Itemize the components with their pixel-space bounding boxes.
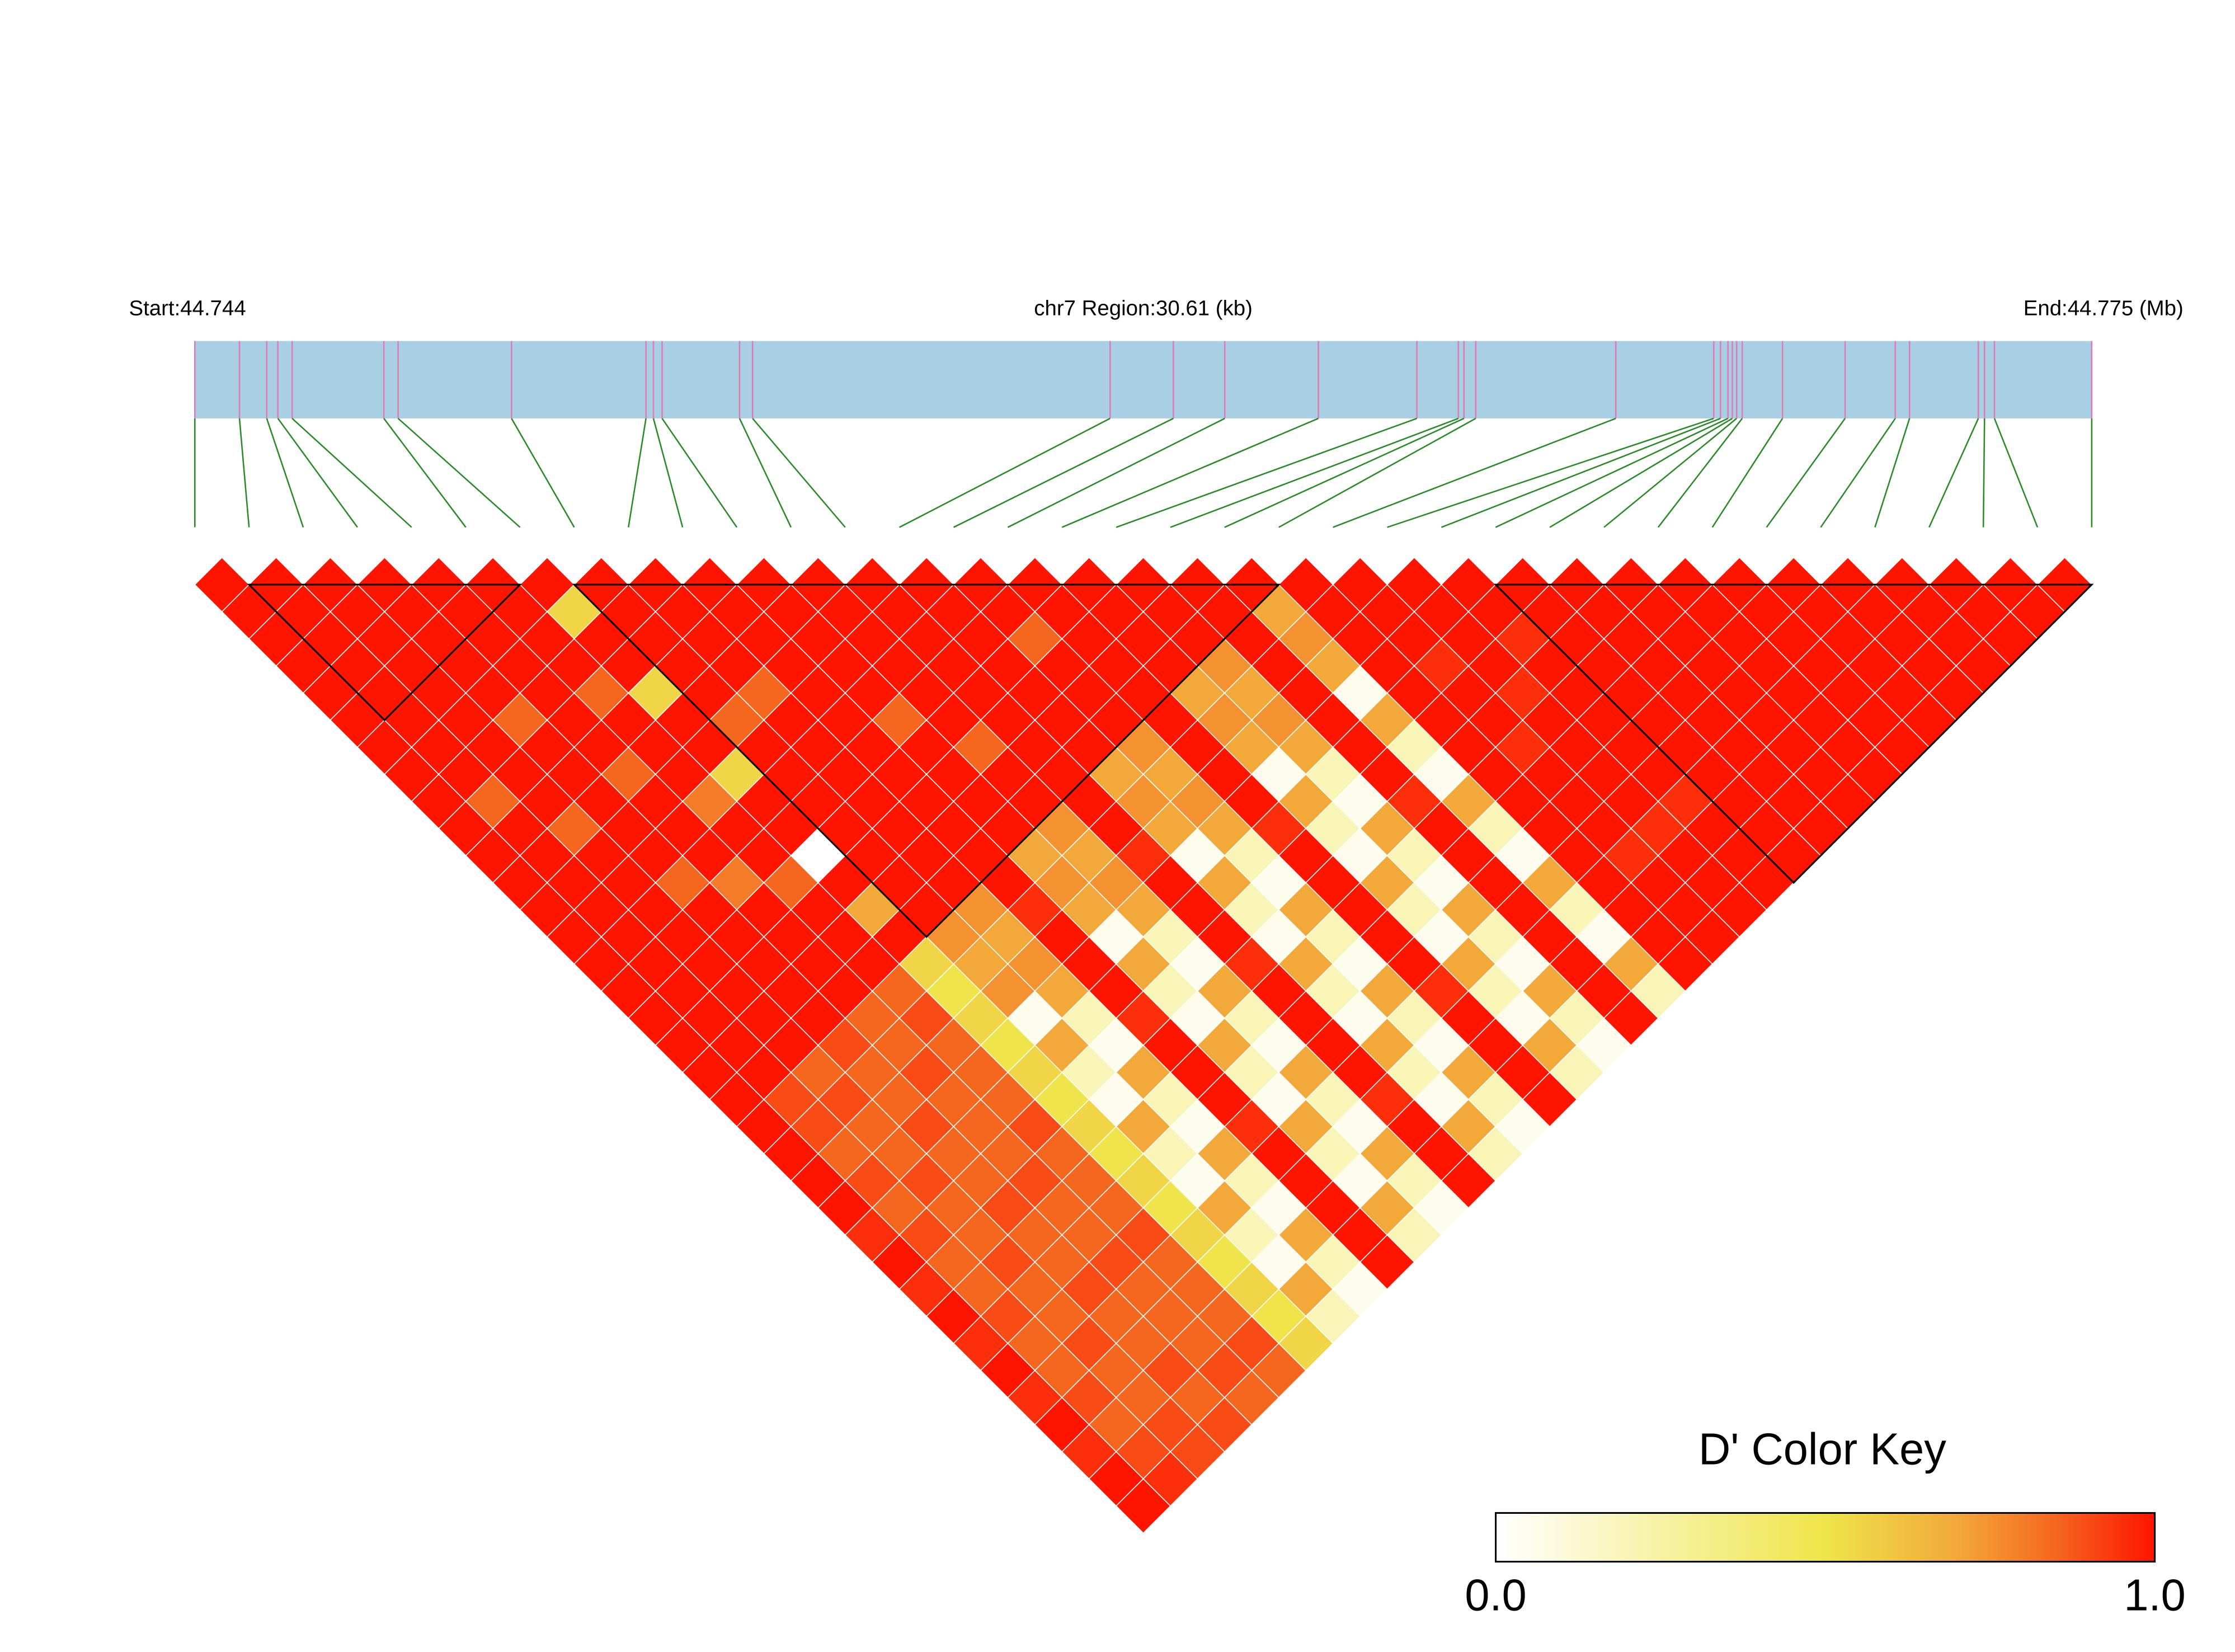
- snp-connector: [1711, 418, 1784, 528]
- snp-connector: [277, 418, 358, 528]
- snp-connector: [1116, 417, 1418, 528]
- snp-connector: [953, 417, 1174, 528]
- end-label: End:44.775 (Mb): [2024, 296, 2184, 321]
- snp-connector: [1603, 417, 1738, 528]
- snp-connector: [661, 418, 738, 528]
- snp-connector: [899, 417, 1111, 528]
- snp-connector: [1170, 417, 1459, 528]
- color-key-bar: [1495, 1512, 2156, 1563]
- snp-connector: [1549, 417, 1733, 528]
- snp-connector: [511, 418, 575, 528]
- color-key-title: D' Color Key: [1698, 1424, 1946, 1474]
- snp-connector: [738, 418, 792, 528]
- snp-connector: [1874, 418, 1911, 528]
- snp-connector: [291, 417, 412, 528]
- snp-connector: [397, 417, 521, 528]
- snp-connector: [1278, 417, 1476, 528]
- ld-block: [572, 583, 1281, 938]
- snp-connector: [628, 418, 647, 528]
- snp-connector: [1441, 417, 1721, 528]
- snp-connector: [238, 418, 250, 528]
- region-bar: [195, 341, 2092, 418]
- snp-connector: [1007, 417, 1225, 528]
- snp-connector: [1224, 417, 1465, 528]
- snp-connector: [652, 418, 684, 528]
- snp-connector: [1928, 418, 1979, 528]
- snp-connector: [1333, 417, 1616, 528]
- snp-connector: [1657, 418, 1743, 528]
- ld-block: [247, 583, 523, 722]
- snp-connector: [1495, 417, 1729, 528]
- start-label: Start:44.744: [129, 296, 246, 321]
- color-key-tick-label: 1.0: [2124, 1570, 2185, 1620]
- snp-connector: [1982, 418, 1985, 528]
- snp-connector: [383, 418, 467, 528]
- snp-connector: [1061, 417, 1319, 528]
- snp-connector: [1766, 418, 1846, 528]
- ld-block: [1493, 583, 2094, 884]
- region-label: chr7 Region:30.61 (kb): [1034, 296, 1253, 321]
- snp-connector: [752, 418, 846, 528]
- snp-connector: [1387, 417, 1714, 528]
- snp-connector: [1993, 418, 2039, 528]
- snp-connector: [1820, 418, 1896, 528]
- color-key-tick-label: 0.0: [1465, 1570, 1526, 1620]
- snp-connector: [266, 418, 304, 528]
